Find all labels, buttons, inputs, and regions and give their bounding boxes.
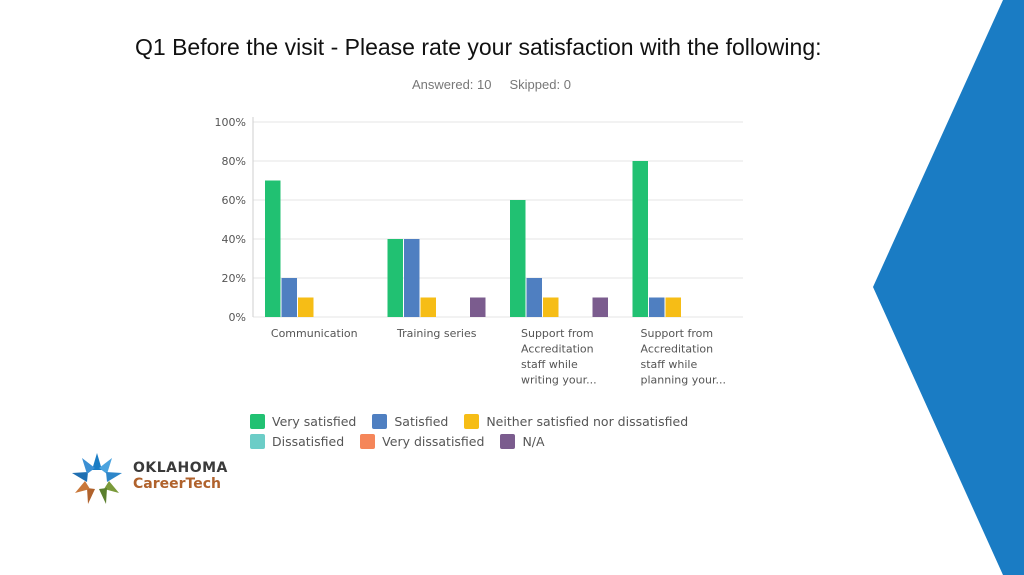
x-tick-label: staff while: [641, 358, 698, 371]
skipped-count: Skipped: 0: [509, 77, 571, 92]
legend-item: Dissatisfied: [250, 433, 345, 449]
page-title: Q1 Before the visit - Please rate your s…: [135, 34, 822, 60]
chart-legend: Very satisfied Satisfied Neither satisfied…: [250, 411, 704, 451]
careertech-logo-icon: [72, 453, 122, 504]
legend-label: Neither satisfied nor dissatisfied: [486, 413, 689, 429]
bar: [470, 297, 486, 317]
x-tick-label: staff while: [521, 358, 578, 371]
y-tick-label: 100%: [215, 116, 246, 129]
x-tick-label: Support from: [641, 327, 714, 340]
y-tick-label: 0%: [229, 311, 246, 324]
x-tick-label: writing your...: [521, 374, 597, 387]
bar: [404, 239, 420, 317]
legend-swatch: [500, 433, 516, 449]
bar: [592, 297, 608, 317]
bar: [543, 297, 559, 317]
y-tick-label: 80%: [222, 155, 246, 168]
y-tick-label: 40%: [222, 233, 246, 246]
x-tick-label: Training series: [396, 327, 477, 340]
bar: [649, 297, 665, 317]
response-stats: Answered: 10 Skipped: 0: [412, 77, 571, 92]
y-tick-label: 20%: [222, 272, 246, 285]
x-tick-label: planning your...: [641, 374, 726, 387]
x-tick-label: Communication: [271, 327, 358, 340]
legend-item: Neither satisfied nor dissatisfied: [464, 413, 689, 429]
x-tick-label: Accreditation: [641, 343, 714, 356]
logo-line-careertech: CareerTech: [133, 476, 221, 492]
bar: [281, 278, 297, 317]
y-tick-label: 60%: [222, 194, 246, 207]
legend-label: Dissatisfied: [272, 433, 345, 449]
legend-label: Very satisfied: [272, 413, 357, 429]
bar: [298, 297, 314, 317]
legend-row: Very satisfied Satisfied Neither satisfied…: [250, 411, 704, 431]
legend-label: Very dissatisfied: [382, 433, 485, 449]
bar: [387, 239, 403, 317]
blue-chevron-decoration: [873, 0, 1024, 575]
legend-swatch: [464, 413, 480, 429]
legend-swatch: [250, 413, 265, 429]
bar: [510, 200, 526, 317]
logo-wordmark: OKLAHOMA CareerTech: [133, 460, 228, 492]
legend-label: N/A: [522, 433, 545, 449]
legend-item: Satisfied: [372, 413, 449, 429]
bar: [632, 161, 648, 317]
legend-row: Dissatisfied Very dissatisfied N/A: [250, 431, 704, 451]
legend-label: Satisfied: [394, 413, 449, 429]
legend-item: Very dissatisfied: [360, 433, 485, 449]
bar: [420, 297, 436, 317]
bar: [265, 180, 281, 317]
legend-swatch: [372, 413, 388, 429]
legend-item: N/A: [500, 433, 545, 449]
legend-item: Very satisfied: [250, 413, 357, 429]
x-tick-label: Accreditation: [521, 343, 594, 356]
logo-line-oklahoma: OKLAHOMA: [133, 460, 228, 476]
x-tick-label: Support from: [521, 327, 594, 340]
answered-count: Answered: 10: [412, 77, 492, 92]
bar: [665, 297, 681, 317]
legend-swatch: [360, 433, 376, 449]
legend-swatch: [250, 433, 265, 449]
bar: [526, 278, 542, 317]
bar-chart: 0% 20% 40% 60% 80% 100% Communication Training …: [215, 116, 743, 387]
